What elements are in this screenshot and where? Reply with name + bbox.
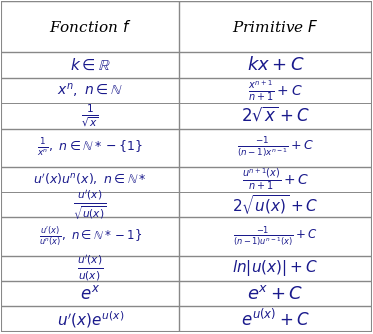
Text: $k \in \mathbb{R}$: $k \in \mathbb{R}$ [70, 57, 110, 72]
Text: $x^n,\ n \in \mathbb{N}$: $x^n,\ n \in \mathbb{N}$ [57, 81, 123, 100]
Text: $kx + C$: $kx + C$ [247, 56, 304, 74]
Text: $e^{u(x)} + C$: $e^{u(x)} + C$ [241, 309, 310, 330]
Text: Primitive $F$: Primitive $F$ [232, 19, 319, 35]
Text: Fonction $f$: Fonction $f$ [49, 19, 132, 35]
Text: $\frac{1}{\sqrt{x}}$: $\frac{1}{\sqrt{x}}$ [81, 103, 99, 129]
Text: $e^x$: $e^x$ [80, 285, 100, 303]
Text: $ln|u(x)| + C$: $ln|u(x)| + C$ [232, 258, 319, 278]
Text: $\frac{u'(x)}{\sqrt{u(x)}}$: $\frac{u'(x)}{\sqrt{u(x)}}$ [73, 188, 107, 222]
Text: $\frac{u'(x)}{u^n(x)},\ n \in \mathbb{N}*-1\}$: $\frac{u'(x)}{u^n(x)},\ n \in \mathbb{N}… [38, 224, 142, 248]
Text: $\frac{u'(x)}{u(x)}$: $\frac{u'(x)}{u(x)}$ [77, 254, 103, 283]
Text: $\frac{1}{x^n},\ n \in \mathbb{N}*-\{1\}$: $\frac{1}{x^n},\ n \in \mathbb{N}*-\{1\}… [37, 136, 143, 159]
Text: $2\sqrt{x} + C$: $2\sqrt{x} + C$ [241, 107, 310, 125]
Text: $\frac{-1}{(n-1)x^{n-1}} + C$: $\frac{-1}{(n-1)x^{n-1}} + C$ [236, 135, 314, 160]
Text: $\frac{-1}{(n-1)u^{n-1}(x)} + C$: $\frac{-1}{(n-1)u^{n-1}(x)} + C$ [233, 224, 318, 249]
Text: $e^x + C$: $e^x + C$ [247, 285, 304, 303]
Text: $u'(x)e^{u(x)}$: $u'(x)e^{u(x)}$ [57, 309, 124, 330]
Text: $\frac{u^{n+1}(x)}{n+1} + C$: $\frac{u^{n+1}(x)}{n+1} + C$ [242, 166, 309, 192]
Text: $2\sqrt{u(x)} + C$: $2\sqrt{u(x)} + C$ [232, 193, 319, 217]
Text: $u'(x)u^n(x),\ n \in \mathbb{N}*$: $u'(x)u^n(x),\ n \in \mathbb{N}*$ [34, 172, 147, 187]
Text: $\frac{x^{n+1}}{n+1} + C$: $\frac{x^{n+1}}{n+1} + C$ [248, 78, 303, 103]
